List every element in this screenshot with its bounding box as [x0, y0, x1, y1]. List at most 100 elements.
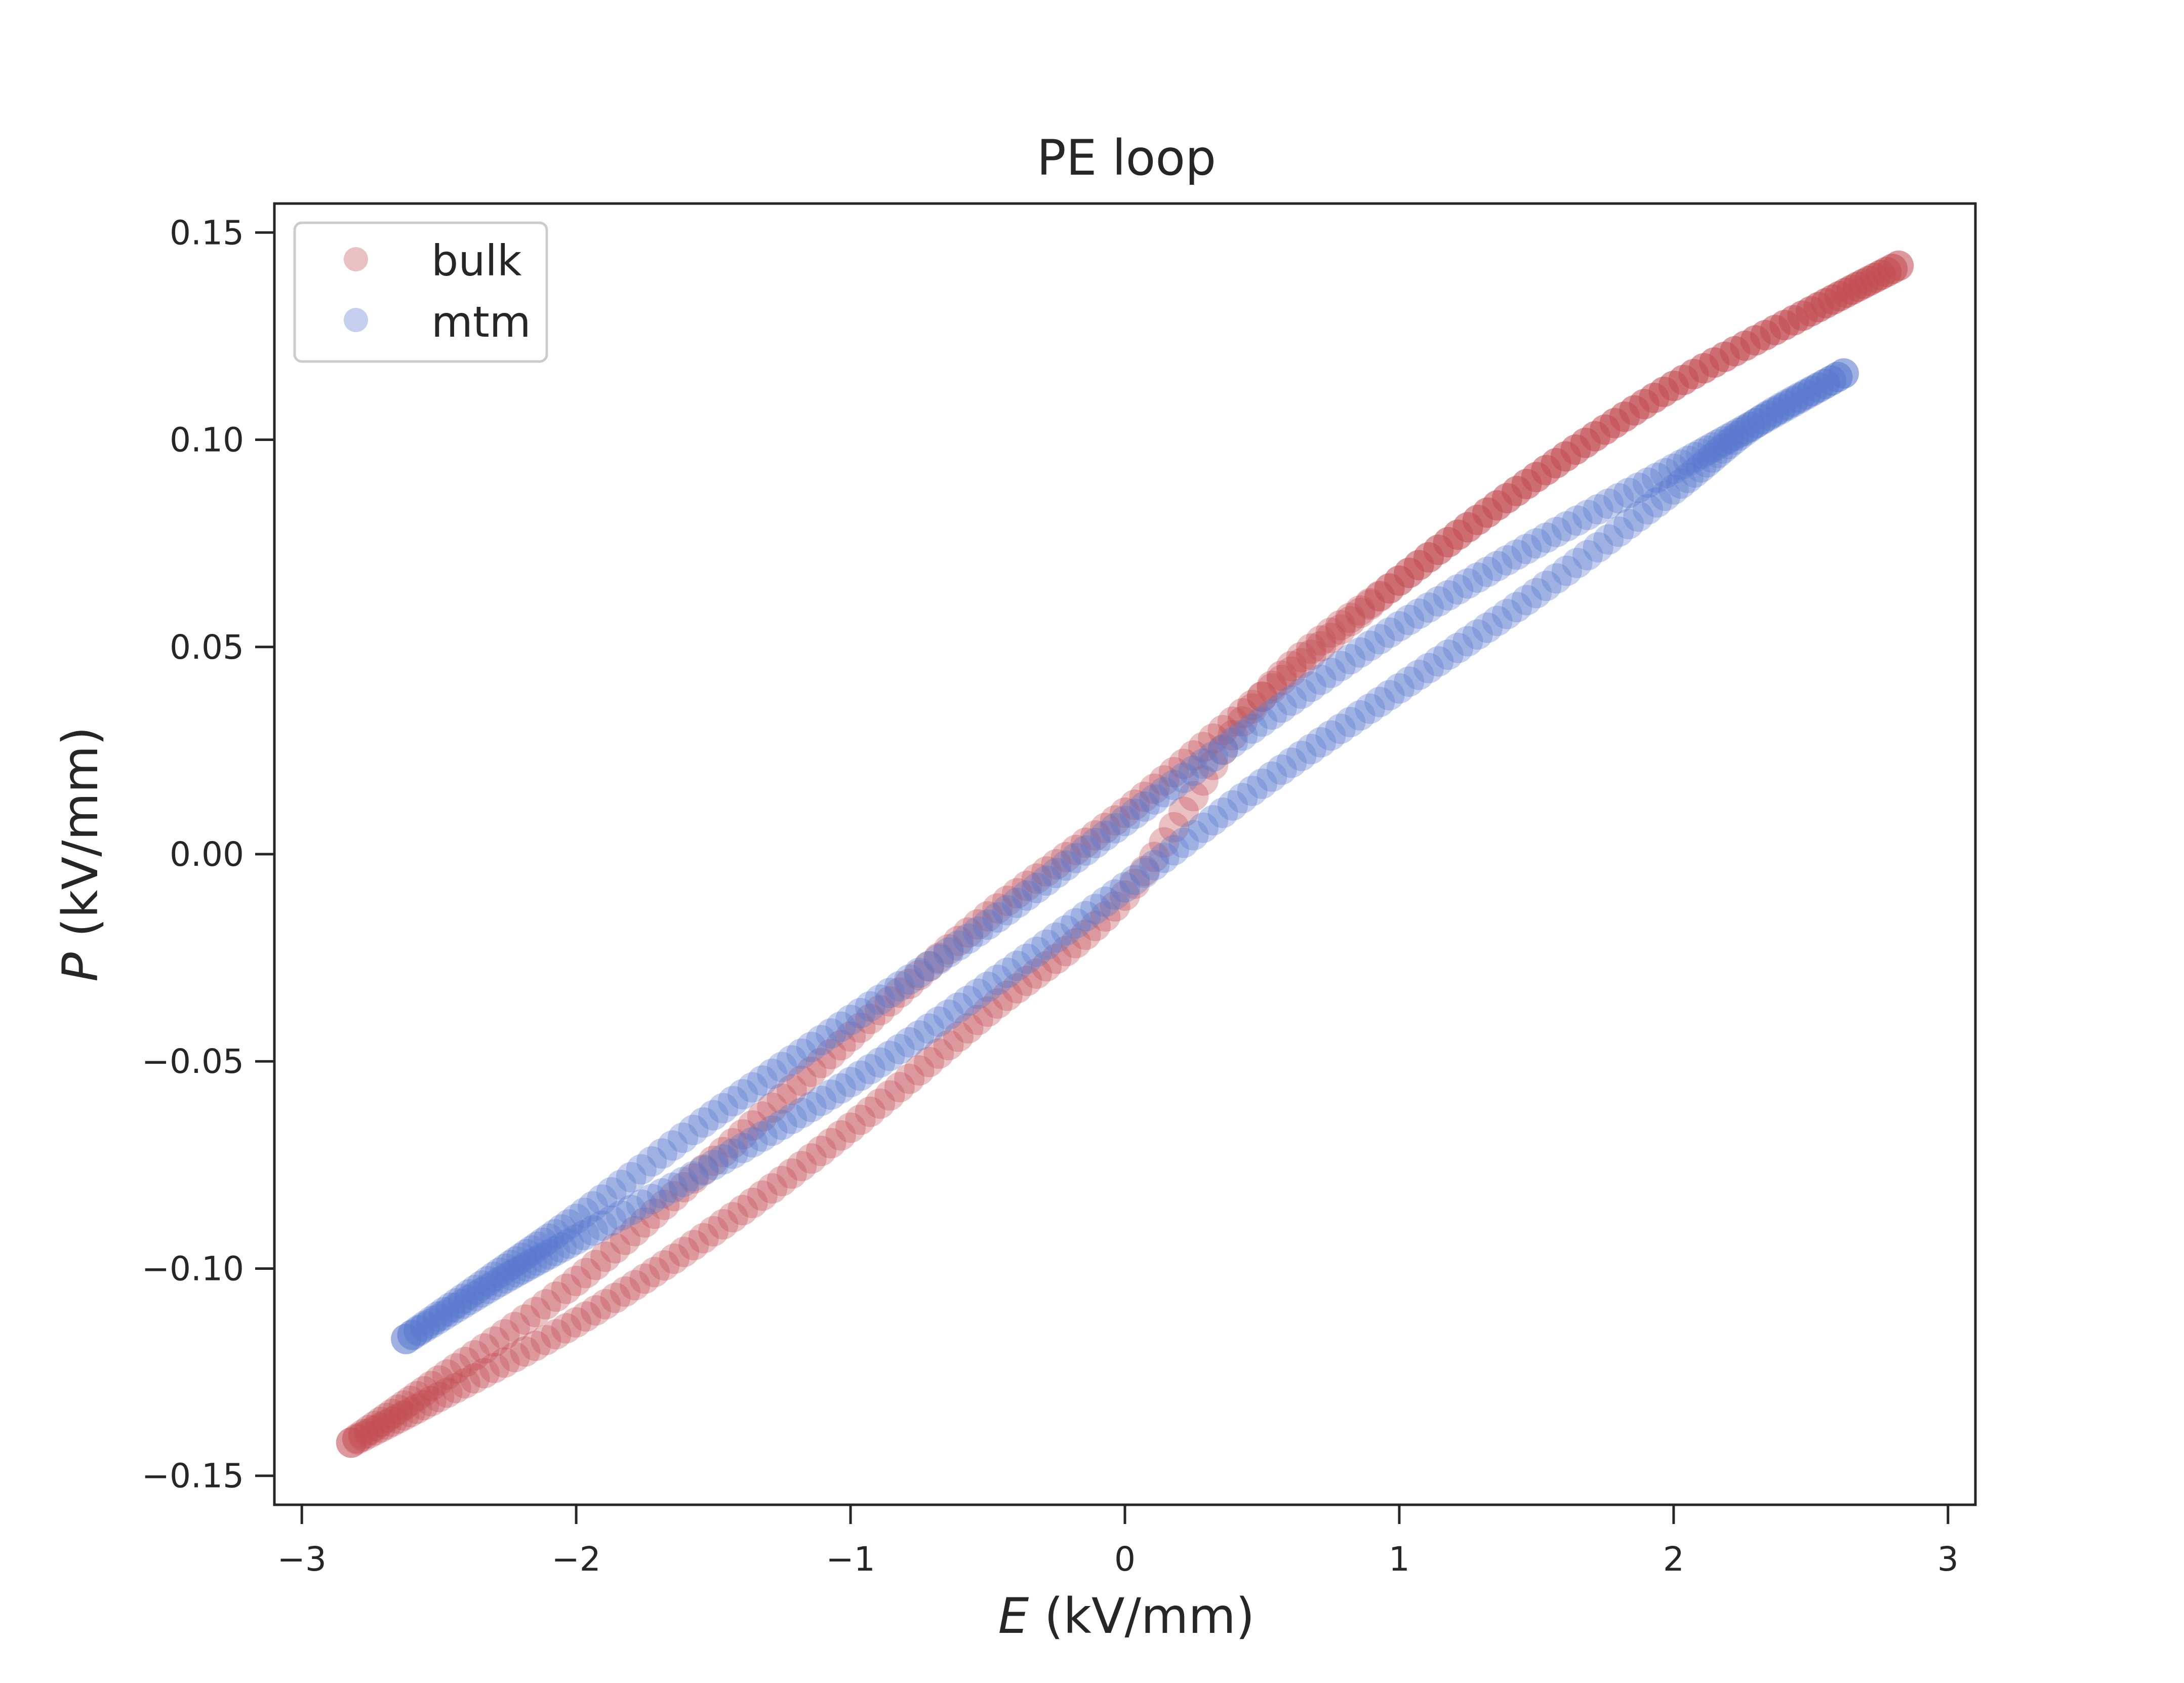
bulk-point [1433, 527, 1464, 557]
mtm-point [1227, 720, 1258, 751]
mtm-point [1257, 699, 1287, 730]
mtm-point [435, 1292, 466, 1323]
x-axis-ticks: −3 −2 −1 0 1 2 3 [277, 1505, 1959, 1579]
bulk-point [1795, 296, 1826, 327]
bulk-point [1877, 254, 1908, 285]
mtm-point [776, 1045, 807, 1076]
mtm-point [1531, 522, 1562, 553]
bulk-point [1531, 455, 1562, 486]
mtm-point [1502, 539, 1532, 570]
bulk-point [401, 1393, 432, 1424]
bulk-point [1541, 448, 1571, 478]
mtm-point [1632, 467, 1663, 498]
bulk-point [336, 1427, 367, 1458]
bulk-point [982, 893, 1013, 924]
bulk-point [962, 909, 993, 940]
bulk-point [1364, 580, 1395, 611]
mtm-point [460, 1280, 491, 1311]
mtm-point [688, 1155, 719, 1186]
bulk-point [1803, 292, 1834, 323]
mtm-point [1718, 420, 1749, 451]
bulk-point [678, 1163, 709, 1194]
mtm-point [1443, 574, 1474, 605]
bulk-point [354, 1415, 385, 1446]
mtm-point [1828, 358, 1859, 389]
mtm-point [1734, 412, 1765, 443]
mtm-point [1816, 365, 1847, 396]
bulk-point [806, 1136, 836, 1167]
bulk-point [1394, 557, 1425, 588]
bulk-point [1413, 542, 1444, 573]
plot-marks [336, 250, 1914, 1458]
mtm-point [698, 1149, 729, 1180]
bulk-point [1217, 720, 1248, 751]
mtm-point [884, 1034, 915, 1065]
mtm-point [1784, 382, 1815, 413]
mtm-point [496, 1260, 527, 1291]
mtm-point [1433, 580, 1464, 611]
bulk-point [629, 1207, 660, 1238]
bulk-point [1443, 519, 1474, 550]
bulk-point [1119, 789, 1150, 820]
mtm-point [1090, 887, 1121, 917]
bulk-point [933, 1030, 964, 1061]
mtm-point [1741, 408, 1771, 438]
bulk-point [1760, 314, 1791, 345]
mtm-point [1413, 592, 1444, 623]
mtm-point [1765, 394, 1796, 425]
bulk-point [450, 1368, 480, 1399]
bulk-point [1699, 347, 1730, 378]
mtm-point [933, 937, 964, 968]
mtm-point [865, 1047, 896, 1078]
bulk-point [424, 1365, 455, 1396]
bulk-point [747, 1180, 778, 1211]
bulk-point [1609, 402, 1640, 432]
y-axis-label: P (kV/mm) [52, 727, 109, 982]
bulk-point [383, 1403, 414, 1434]
bulk-point [1668, 365, 1699, 395]
bulk-point [1491, 483, 1522, 513]
mtm-point [1708, 433, 1738, 464]
bulk-point [1090, 901, 1121, 932]
mtm-point [1809, 369, 1840, 399]
mtm-point [933, 999, 964, 1030]
mtm-point [1345, 700, 1376, 731]
bulk-point [1668, 365, 1699, 395]
bulk-point [409, 1390, 439, 1421]
mtm-point [1178, 820, 1209, 851]
bulk-point [416, 1386, 447, 1417]
mtm-point [1797, 376, 1828, 407]
bulk-point [424, 1382, 455, 1413]
mtm-point [534, 1223, 564, 1254]
bulk-point [1452, 512, 1483, 543]
bulk-point [1750, 319, 1781, 350]
bulk-point [1286, 642, 1317, 672]
bulk-point [1315, 622, 1346, 653]
mtm-point [962, 916, 993, 947]
bulk-point [520, 1297, 551, 1328]
bulk-point [1413, 542, 1444, 573]
legend: bulk mtm [293, 221, 548, 363]
bulk-point [1590, 414, 1621, 445]
bulk-point [874, 1080, 905, 1111]
bulk-point [894, 969, 925, 999]
bulk-point [913, 1047, 944, 1077]
mtm-point [913, 1013, 944, 1044]
mtm-point [1759, 396, 1790, 427]
mtm-point [1227, 783, 1258, 814]
bulk-point [825, 1120, 856, 1151]
bulk-point [894, 1063, 925, 1094]
mtm-point [874, 978, 905, 1009]
y-tick-label: 0.00 [170, 835, 244, 874]
y-tick-label: −0.10 [142, 1249, 244, 1288]
mtm-point [913, 950, 944, 981]
mtm-point [478, 1270, 509, 1301]
mtm-point [1394, 666, 1425, 697]
mtm-point [1188, 748, 1219, 779]
bulk-point [1824, 280, 1855, 311]
mtm-point [578, 1215, 609, 1246]
bulk-point [416, 1371, 447, 1401]
bulk-point [1817, 284, 1848, 315]
mtm-point [1521, 578, 1552, 609]
bulk-point [796, 1143, 827, 1174]
